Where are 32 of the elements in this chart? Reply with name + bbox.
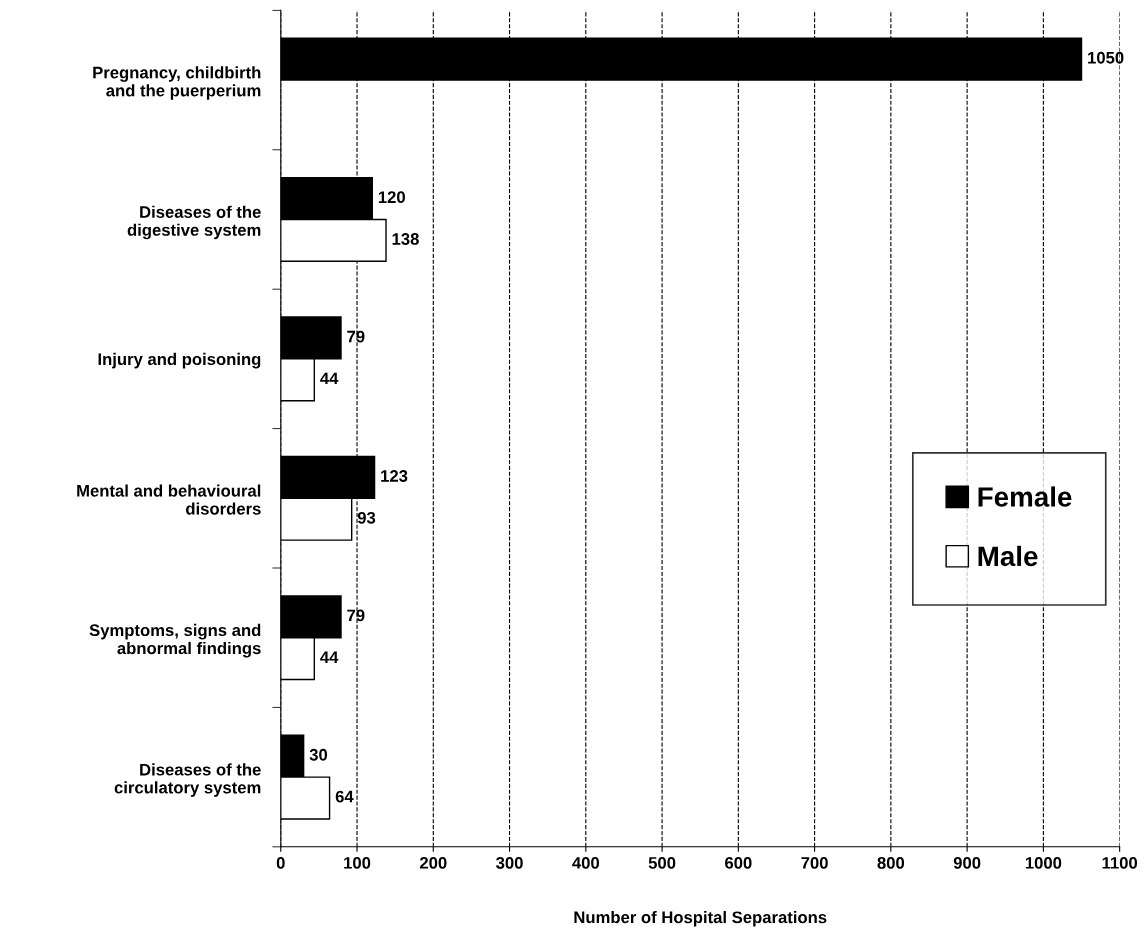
x-tick-label: 300 xyxy=(496,856,523,869)
data-label: 120 xyxy=(378,191,405,204)
x-axis-title: Number of Hospital Separations xyxy=(574,910,827,927)
data-label: 123 xyxy=(381,470,408,482)
x-tick-label: 1000 xyxy=(1025,856,1062,869)
data-label: 1050 xyxy=(1088,51,1124,64)
x-tick-label: 900 xyxy=(953,856,981,869)
x-tick-label: 500 xyxy=(648,856,676,869)
data-label: 64 xyxy=(335,790,354,803)
data-label: 44 xyxy=(320,372,339,385)
y-tick-label: Diseases of the circulatory system xyxy=(114,763,261,797)
data-label: 79 xyxy=(347,609,365,622)
y-tick-label: Injury and poisoning xyxy=(98,352,261,369)
y-tick-label: Pregnancy, childbirth and the puerperium xyxy=(93,66,261,100)
data-label: 79 xyxy=(347,330,365,343)
x-tick-label: 0 xyxy=(276,856,285,869)
x-tick-label: 200 xyxy=(419,856,447,869)
x-tick-label: 100 xyxy=(344,856,371,869)
y-tick-label: Mental and behavioural disorders xyxy=(77,484,261,515)
y-tick-label: Symptoms, signs and abnormal findings xyxy=(89,623,261,658)
legend-label: Male xyxy=(978,545,1038,567)
x-tick-label: 400 xyxy=(572,856,600,869)
x-tick-label: 800 xyxy=(877,856,905,869)
data-label: 30 xyxy=(309,748,328,761)
x-tick-label: 600 xyxy=(725,856,752,869)
x-tick-label: 1100 xyxy=(1102,856,1138,869)
legend-label: Female xyxy=(978,486,1072,507)
y-tick-label: Diseases of the digestive system xyxy=(127,205,261,240)
data-label: 44 xyxy=(320,651,339,663)
data-label: 138 xyxy=(392,233,419,245)
x-tick-label: 700 xyxy=(801,856,828,869)
data-label: 93 xyxy=(357,511,376,524)
